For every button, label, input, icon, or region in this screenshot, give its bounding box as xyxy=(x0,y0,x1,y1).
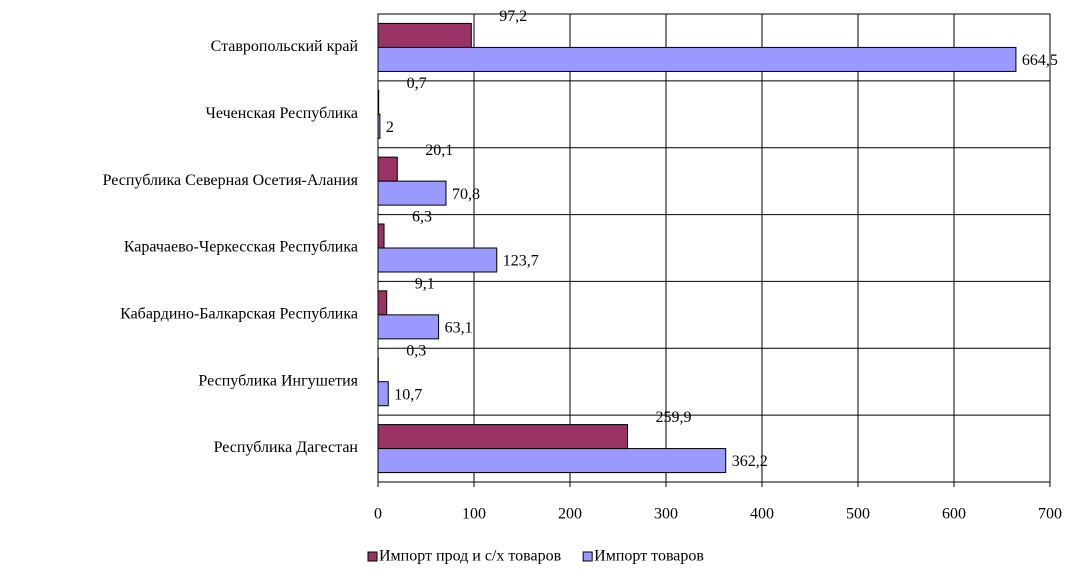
bar xyxy=(378,23,471,47)
value-label: 123,7 xyxy=(503,253,539,270)
value-label: 6,3 xyxy=(412,209,432,226)
value-label: 63,1 xyxy=(445,320,473,337)
legend-label: Импорт товаров xyxy=(594,548,704,565)
value-label: 10,7 xyxy=(394,386,422,403)
bar xyxy=(378,47,1016,71)
value-label: 20,1 xyxy=(425,142,453,159)
x-tick-label: 300 xyxy=(654,506,678,523)
bar xyxy=(378,315,439,339)
value-label: 97,2 xyxy=(499,8,527,25)
x-tick-label: 200 xyxy=(558,506,582,523)
value-label: 362,2 xyxy=(732,453,768,470)
y-tick-label: Кабардино-Балкарская Республика xyxy=(120,306,358,323)
legend-swatch xyxy=(583,552,592,561)
bar xyxy=(378,224,384,248)
value-label: 9,1 xyxy=(415,276,435,293)
bar xyxy=(378,425,628,449)
value-label: 259,9 xyxy=(656,409,692,426)
y-tick-label: Карачаево-Черкесская Республика xyxy=(124,239,358,256)
bar xyxy=(378,291,387,315)
bar xyxy=(378,90,379,114)
x-tick-label: 600 xyxy=(942,506,966,523)
y-tick-label: Чеченская Республика xyxy=(206,105,358,122)
y-tick-label: Республика Северная Осетия-Алания xyxy=(103,172,359,189)
legend-swatch xyxy=(368,552,377,561)
bar xyxy=(378,449,726,473)
x-tick-label: 400 xyxy=(750,506,774,523)
legend-label: Импорт прод и с/х товаров xyxy=(379,548,562,565)
value-label: 2 xyxy=(386,119,394,136)
y-tick-label: Ставропольский край xyxy=(211,38,359,55)
value-label: 664,5 xyxy=(1022,52,1058,69)
value-label: 70,8 xyxy=(452,186,480,203)
bar xyxy=(378,114,380,138)
x-tick-label: 100 xyxy=(462,506,486,523)
x-tick-label: 700 xyxy=(1038,506,1062,523)
y-tick-label: Республика Дагестан xyxy=(214,439,359,456)
bar xyxy=(378,382,388,406)
bar xyxy=(378,248,497,272)
x-tick-label: 500 xyxy=(846,506,870,523)
value-label: 0,7 xyxy=(407,75,427,92)
y-tick-label: Республика Ингушетия xyxy=(198,372,358,389)
bar xyxy=(378,181,446,205)
bar xyxy=(378,157,397,181)
value-label: 0,3 xyxy=(406,342,426,359)
x-tick-label: 0 xyxy=(374,506,382,523)
